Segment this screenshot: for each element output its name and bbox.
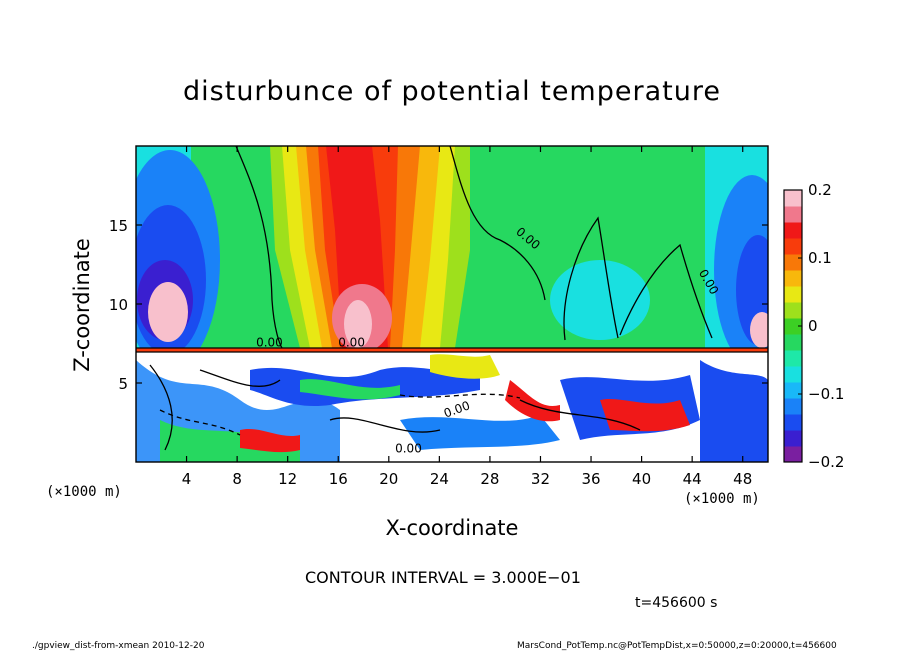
contour-label: 0.00 <box>256 336 283 350</box>
x-tick-label: 20 <box>379 470 398 488</box>
colorbar-tick-label: −0.1 <box>808 385 844 403</box>
colorbar-swatch <box>784 206 802 223</box>
y-tick-label: 5 <box>118 375 128 393</box>
colorbar-swatch <box>784 286 802 303</box>
colorbar-swatch <box>784 446 802 463</box>
colorbar-tick-label: 0 <box>808 317 818 335</box>
colorbar-swatch <box>784 366 802 383</box>
y-tick-label: 15 <box>109 217 128 235</box>
colorbar-swatch <box>784 190 802 207</box>
x-tick-label: 44 <box>683 470 702 488</box>
time-stamp: t=456600 s <box>635 595 718 611</box>
colorbar-swatch <box>784 430 802 447</box>
contour-interval-note: CONTOUR INTERVAL = 3.000E−01 <box>305 568 581 587</box>
colorbar-tick-label: 0.2 <box>808 181 832 199</box>
colorbar-swatch <box>784 270 802 287</box>
colorbar-swatch <box>784 350 802 367</box>
chart-title: disturbunce of potential temperature <box>183 76 721 107</box>
contour-label: 0.00 <box>395 442 422 456</box>
x-axis-label: X-coordinate <box>385 516 519 540</box>
contour-label: 0.00 <box>338 336 365 350</box>
x-tick-label: 28 <box>480 470 499 488</box>
x-tick-label: 48 <box>733 470 752 488</box>
contour-lines <box>136 146 768 451</box>
colorbar-tick-label: −0.2 <box>808 453 844 471</box>
x-tick-label: 40 <box>632 470 651 488</box>
colorbar-swatch <box>784 238 802 255</box>
y-tick-label: 10 <box>109 296 128 314</box>
colorbar-swatch <box>784 382 802 399</box>
x-tick-label: 16 <box>329 470 348 488</box>
x-tick-label: 24 <box>430 470 449 488</box>
footer-data-source: MarsCond_PotTemp.nc@PotTempDist,x=0:5000… <box>517 641 837 651</box>
x-tick-label: 12 <box>278 470 297 488</box>
x-tick-label: 36 <box>581 470 600 488</box>
colorbar-swatch <box>784 414 802 431</box>
colorbar-swatch <box>784 222 802 239</box>
footer-script-info: ./gpview_dist-from-xmean 2010-12-20 <box>32 641 205 651</box>
x-tick-label: 4 <box>182 470 192 488</box>
colorbar-swatch <box>784 398 802 415</box>
colorbar-swatch <box>784 318 802 335</box>
x-tick-label: 32 <box>531 470 550 488</box>
colorbar-swatch <box>784 302 802 319</box>
x-tick-label: 8 <box>232 470 242 488</box>
colorbar-swatch <box>784 334 802 351</box>
heatmap-field <box>136 146 768 462</box>
colorbar-swatch <box>784 254 802 271</box>
x-axis-unit-right: (×1000 m) <box>684 491 760 507</box>
colorbar-tick-label: 0.1 <box>808 249 832 267</box>
x-axis-unit-left: (×1000 m) <box>46 484 122 500</box>
